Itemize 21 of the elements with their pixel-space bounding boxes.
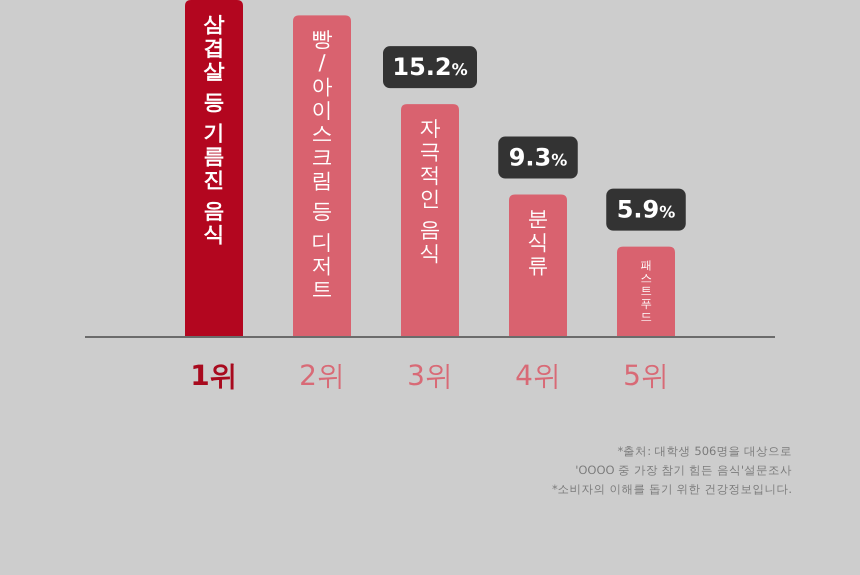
data-label: 5.9% (616, 196, 676, 224)
x-tick-label: 4위 (515, 359, 561, 392)
data-label: 9.3% (508, 144, 568, 172)
text: 삼겹살 등 기름진 음식 (204, 12, 224, 246)
bar (401, 104, 459, 337)
data-label: 15.2% (392, 53, 468, 82)
bar (185, 0, 243, 337)
annotation: 분식류 (528, 206, 548, 278)
bar (293, 15, 351, 337)
x-tick-label: 2위 (299, 359, 345, 392)
annotation: 패스트푸드 (640, 258, 652, 324)
text: 빵/아이스크림 등 디저트 (312, 27, 332, 302)
text: 'OOOO 중 가장 참기 힘든 음식'설문조사 (575, 463, 792, 477)
text: *출처: 대학생 506명을 대상으로 (617, 444, 792, 458)
annotation: 자극적인 음식 (420, 116, 440, 266)
bar (509, 194, 567, 337)
bar (617, 246, 675, 337)
x-tick-label: 5위 (623, 359, 669, 392)
text: *소비자의 이해를 돕기 위한 건강정보입니다. (552, 482, 792, 496)
x-tick-label: 1위 (190, 359, 238, 392)
x-tick-label: 3위 (407, 359, 453, 392)
